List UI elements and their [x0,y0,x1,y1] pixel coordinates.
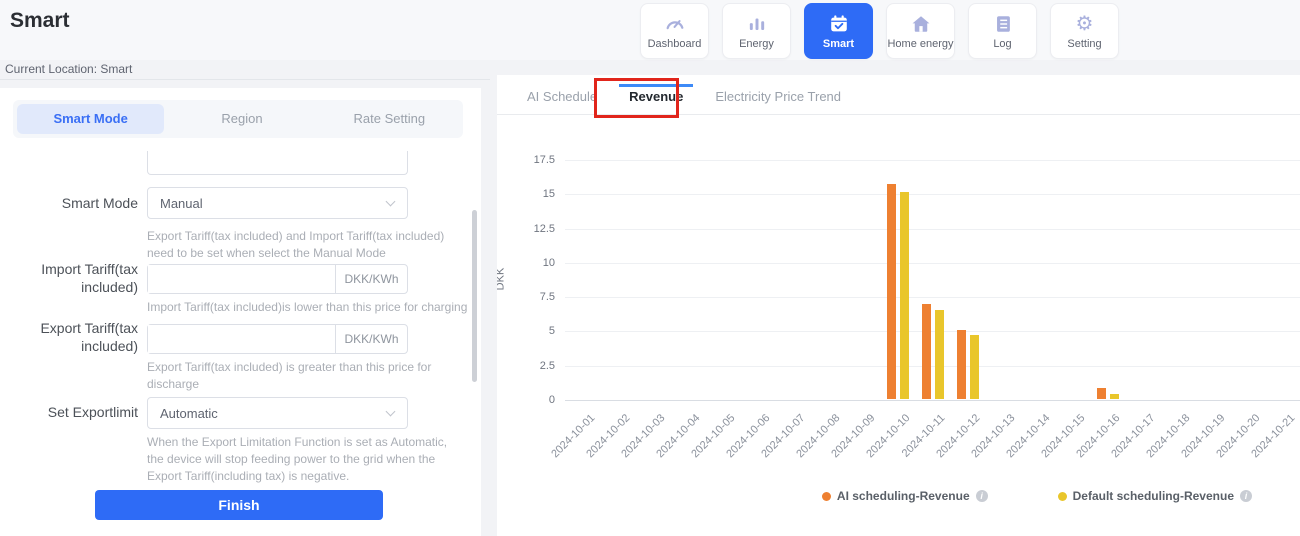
finish-button[interactable]: Finish [95,490,383,520]
breadcrumb-strip: Current Location: Smart [0,60,490,80]
y-tick-label: 15 [542,188,555,201]
revenue-bar-chart: DKK 2024-10-01 2024-10-02 2024-10-03 2024-1… [497,121,1300,536]
active-tab-indicator [619,84,694,87]
y-tick-label: 10 [542,256,555,269]
export-tariff-label: Export Tariff(tax included) [40,320,138,354]
export-limit-select[interactable]: Automatic [147,397,408,429]
gridline [565,365,1300,367]
y-tick-label: 0 [548,394,555,406]
log-book-icon [992,13,1014,35]
chart-plot-area [565,160,1300,401]
nav-label: Dashboard [647,37,702,50]
y-tick-label: 5 [548,325,555,338]
export-tariff-unit: DKK/KWh [335,325,407,353]
import-tariff-helper: Import Tariff(tax included)is lower than… [147,300,468,314]
bar-2024-10-12-ai[interactable] [956,330,966,399]
nav-item-setting[interactable]: ⚙ Setting [1050,3,1119,59]
nav-label: Smart [822,37,855,50]
partial-input-field[interactable] [147,151,408,175]
smart-mode-helper: Export Tariff(tax included) and Import T… [147,229,445,260]
tab-region[interactable]: Region [221,111,263,126]
smart-mode-label: Smart Mode [61,195,138,211]
gridline [565,297,1300,299]
nav-label: Energy [739,37,774,50]
nav-label: Setting [1067,37,1102,50]
nav-label: Home energy [887,37,954,50]
top-nav: Dashboard Energy Smart Home energy Log [640,3,1119,59]
smart-mode-value: Manual [160,195,203,211]
chevron-down-icon [385,406,396,417]
settings-tab-bar: Smart Mode Region Rate Setting [13,100,463,138]
left-panel-scrollbar[interactable] [472,210,477,382]
nav-label: Log [993,37,1012,50]
header: Smart Dashboard Energy Smart Home energy [0,0,1300,60]
tab-smart-mode[interactable]: Smart Mode [17,104,165,134]
gear-icon: ⚙ [1075,12,1094,35]
nav-item-home-energy[interactable]: Home energy [886,3,955,59]
y-tick-label: 17.5 [533,154,555,166]
legend-item[interactable]: Default scheduling-Revenue i [1057,489,1252,503]
legend-label: Default scheduling-Revenue [1072,489,1234,503]
breadcrumb: Current Location: Smart [5,62,133,76]
nav-item-log[interactable]: Log [968,3,1037,59]
bar-2024-10-11-ai[interactable] [921,304,931,399]
gridline [565,262,1300,264]
page-title: Smart [10,9,70,32]
y-axis-title: DKK [497,267,507,291]
gridline [565,194,1300,196]
bar-2024-10-10-ai[interactable] [886,183,896,399]
import-tariff-group: DKK/KWh [147,264,408,294]
import-tariff-unit: DKK/KWh [335,265,407,293]
import-tariff-label: Import Tariff(tax included) [41,261,138,295]
tab-ai-schedule[interactable]: AI Schedule [527,89,598,104]
bar-2024-10-10-default[interactable] [899,191,909,399]
gridline [565,228,1300,230]
nav-item-energy[interactable]: Energy [722,3,791,59]
tab-rate-setting[interactable]: Rate Setting [353,111,426,126]
bar-chart-icon [746,13,768,35]
nav-item-dashboard[interactable]: Dashboard [640,3,709,59]
export-tariff-group: DKK/KWh [147,324,408,354]
gridline [565,331,1300,333]
export-limit-helper: When the Export Limitation Function is s… [147,435,448,483]
gauge-icon [664,13,686,35]
bar-2024-10-16-default[interactable] [1109,393,1119,399]
legend-dot-icon [821,491,831,501]
y-tick-label: 7.5 [539,291,555,304]
revenue-panel: AI Schedule Revenue Electricity Price Tr… [497,75,1300,536]
info-icon[interactable]: i [975,490,988,502]
legend-label: AI scheduling-Revenue [836,489,970,503]
import-tariff-input[interactable] [148,265,335,293]
x-axis-labels: 2024-10-01 2024-10-02 2024-10-03 2024-10-04… [549,404,1300,474]
nav-item-smart[interactable]: Smart [804,3,873,59]
calendar-check-icon [828,13,850,35]
export-tariff-input[interactable] [148,325,335,353]
tab-electricity-price-trend[interactable]: Electricity Price Trend [715,89,842,104]
legend-item[interactable]: AI scheduling-Revenue i [821,489,988,503]
bar-2024-10-12-default[interactable] [969,334,979,399]
legend-dot-icon [1057,491,1067,501]
gridline [565,160,1300,161]
smart-settings-panel: Smart Mode Region Rate Setting Smart Mod… [0,88,481,536]
chevron-down-icon [385,196,396,207]
export-limit-value: Automatic [160,405,218,421]
x-axis-line [565,400,1300,401]
bar-2024-10-16-ai[interactable] [1096,388,1106,399]
y-tick-label: 12.5 [533,222,555,235]
chart-legend: AI scheduling-Revenue i Default scheduling… [497,489,1252,503]
tab-revenue[interactable]: Revenue [613,81,699,114]
house-icon [910,13,932,35]
export-limit-label: Set Exportlimit [47,404,138,420]
chart-tab-bar: AI Schedule Revenue Electricity Price Tr… [497,81,1300,115]
info-icon[interactable]: i [1240,490,1252,502]
y-tick-label: 2.5 [539,359,555,372]
export-tariff-helper: Export Tariff(tax included) is greater t… [147,360,432,391]
smart-mode-select[interactable]: Manual [147,187,408,219]
bar-2024-10-11-default[interactable] [934,309,944,399]
